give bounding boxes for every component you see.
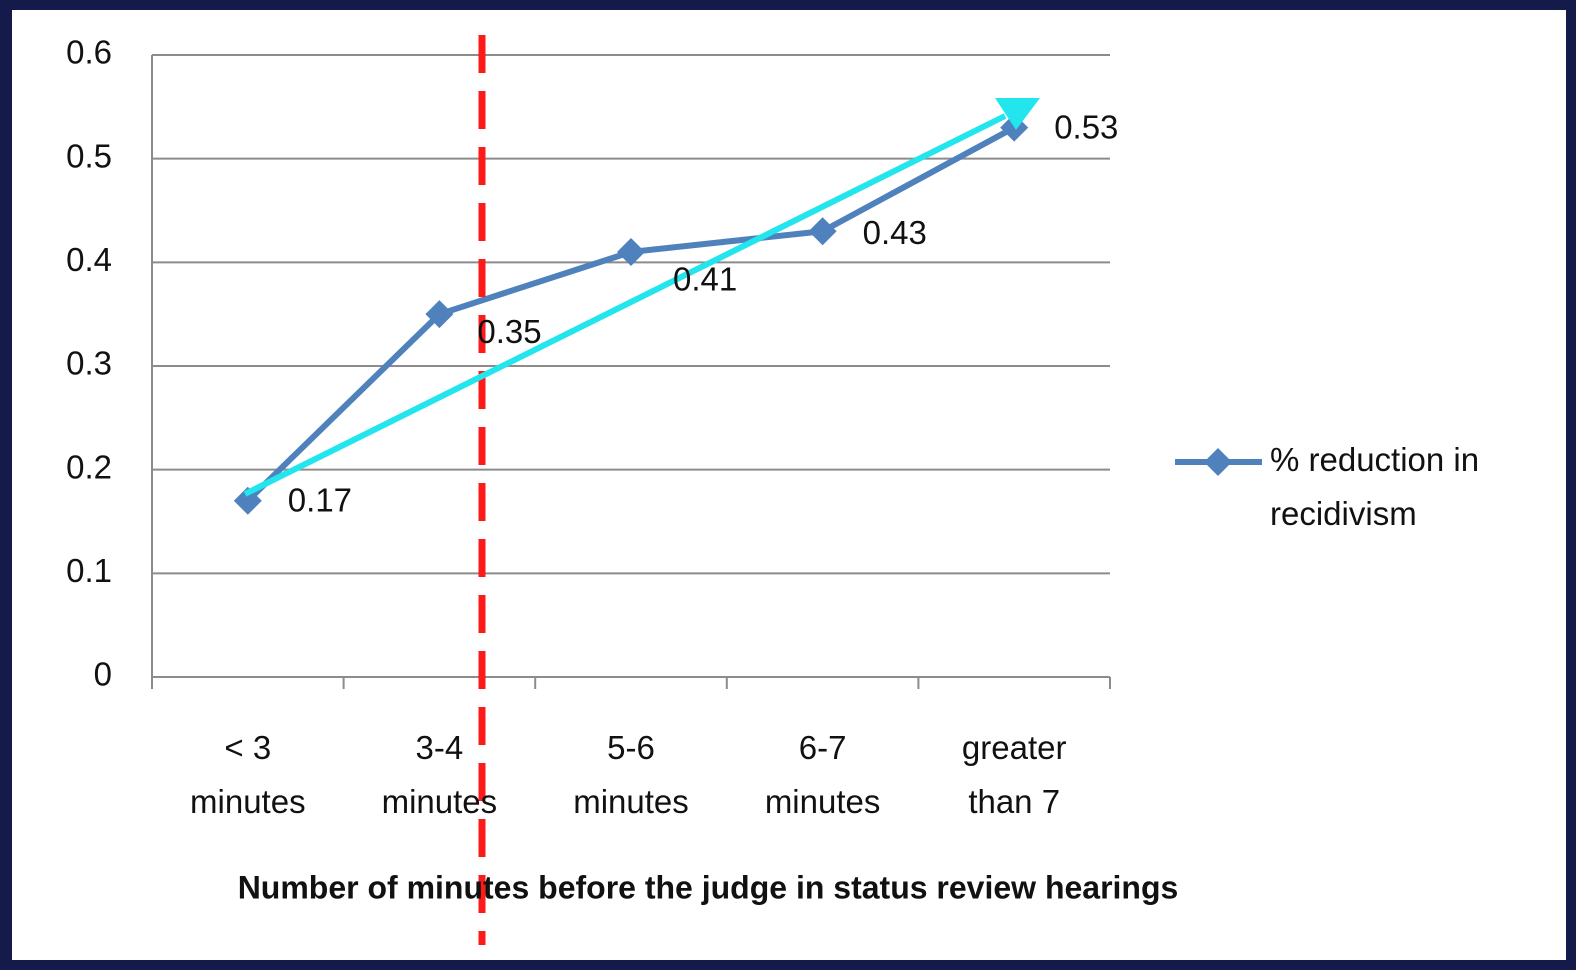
legend-label: % reduction in recidivism <box>1270 441 1479 532</box>
marks <box>233 113 1029 515</box>
data-label: 0.43 <box>863 214 927 251</box>
y-tick-label: 0.2 <box>66 448 112 485</box>
y-tick-label: 0.6 <box>66 34 112 71</box>
data-label: 0.41 <box>673 261 737 298</box>
x-tick-label: 3-4 minutes <box>382 729 498 820</box>
trend-arrowhead <box>995 98 1040 130</box>
point-marker <box>808 217 837 246</box>
x-tick-label: 5-6 minutes <box>573 729 689 820</box>
x-axis-title: Number of minutes before the judge in st… <box>238 869 1179 905</box>
y-tick-label: 0.4 <box>66 241 112 278</box>
data-label: 0.17 <box>288 481 352 518</box>
x-tick-label: greater than 7 <box>962 729 1067 820</box>
grid <box>151 54 1111 689</box>
x-tick-label: 6-7 minutes <box>765 729 881 820</box>
y-tick-label: 0.3 <box>66 345 112 382</box>
data-label: 0.53 <box>1054 108 1118 145</box>
trend-arrow <box>243 113 1007 497</box>
point-marker <box>233 486 262 515</box>
point-marker <box>425 300 454 329</box>
x-tick-label: < 3 minutes <box>190 729 306 820</box>
y-tick-label: 0.1 <box>66 552 112 589</box>
point-marker <box>617 237 645 266</box>
legend-marker <box>1204 448 1232 476</box>
y-tick-label: 0.5 <box>66 137 112 174</box>
y-tick-label: 0 <box>94 656 112 693</box>
data-label: 0.35 <box>477 313 541 350</box>
chart-background <box>12 10 1566 960</box>
